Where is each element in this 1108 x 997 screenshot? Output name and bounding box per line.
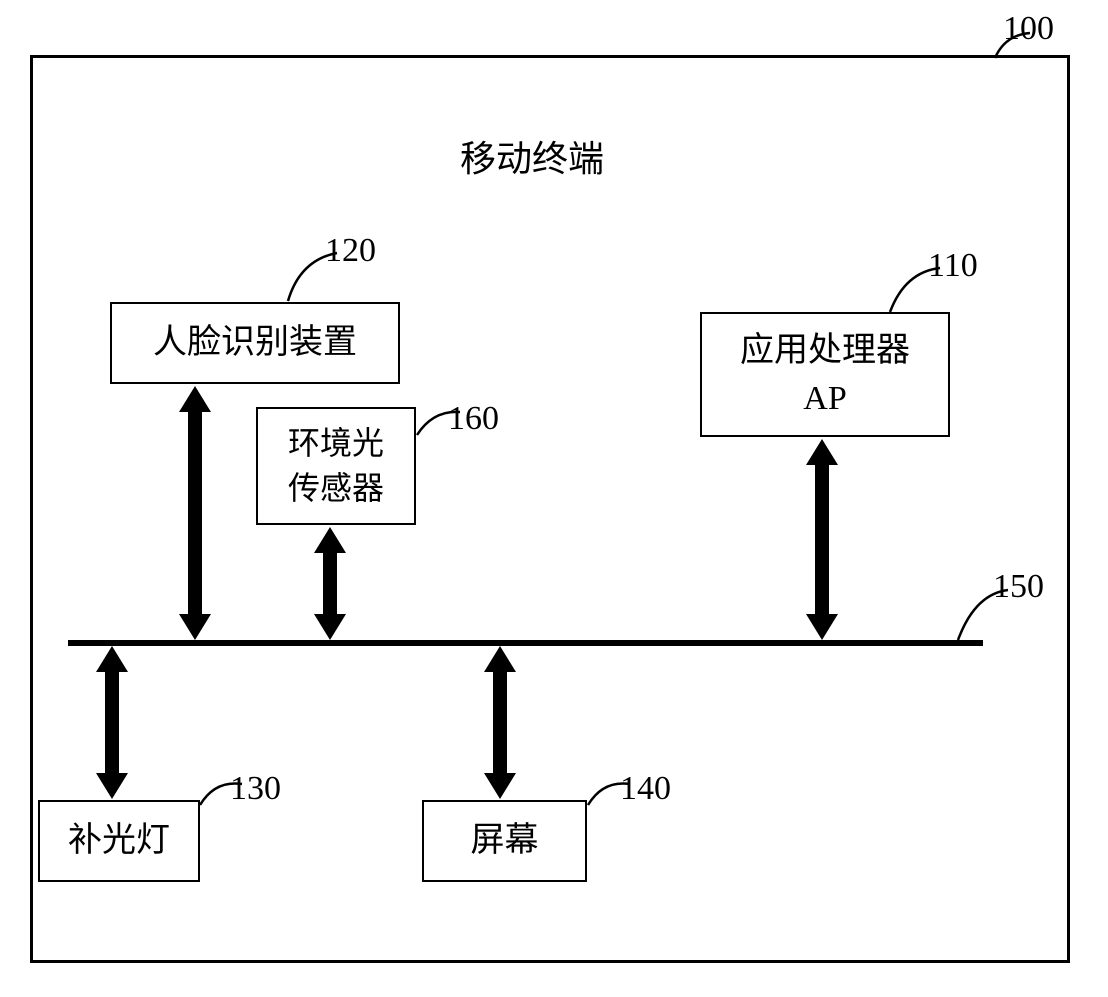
box-ambient-light-label2: 传感器 bbox=[288, 466, 384, 511]
box-app-processor-label1: 应用处理器 bbox=[740, 327, 910, 375]
box-ambient-light: 环境光 传感器 bbox=[256, 407, 416, 525]
box-screen-label: 屏幕 bbox=[471, 817, 539, 865]
box-face-recognition: 人脸识别装置 bbox=[110, 302, 400, 384]
ref-label-150: 150 bbox=[993, 568, 1044, 606]
ref-label-140: 140 bbox=[620, 770, 671, 808]
box-screen: 屏幕 bbox=[422, 800, 587, 882]
box-app-processor: 应用处理器 AP bbox=[700, 312, 950, 437]
box-ambient-light-label1: 环境光 bbox=[288, 421, 384, 466]
ref-label-120: 120 bbox=[325, 232, 376, 270]
box-fill-light: 补光灯 bbox=[38, 800, 200, 882]
bus-line bbox=[68, 640, 983, 646]
arrow-bus-to-filllight bbox=[96, 646, 128, 799]
box-app-processor-label2: AP bbox=[803, 375, 846, 423]
arrow-ambient-to-bus bbox=[314, 527, 346, 640]
arrow-ap-to-bus bbox=[806, 439, 838, 640]
box-fill-light-label: 补光灯 bbox=[68, 817, 170, 865]
ref-label-110: 110 bbox=[928, 247, 978, 285]
ref-label-100: 100 bbox=[1003, 10, 1054, 48]
ref-label-160: 160 bbox=[448, 400, 499, 438]
box-face-recognition-label: 人脸识别装置 bbox=[153, 319, 357, 367]
arrow-bus-to-screen bbox=[484, 646, 516, 799]
diagram-title: 移动终端 bbox=[460, 130, 604, 182]
arrow-face-to-bus bbox=[179, 386, 211, 640]
ref-label-130: 130 bbox=[230, 770, 281, 808]
